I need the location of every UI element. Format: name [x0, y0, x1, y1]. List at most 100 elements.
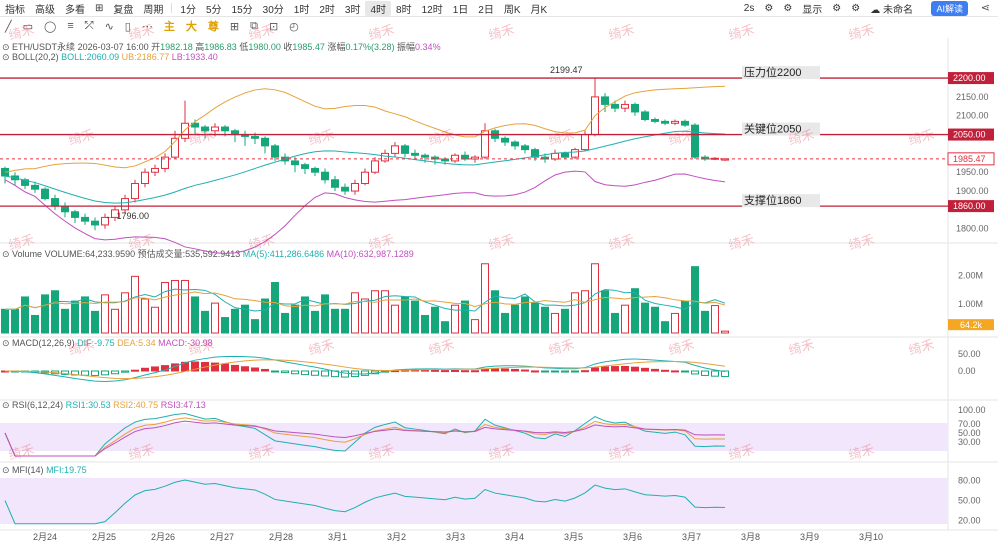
toolbar-item-4[interactable]: 复盘: [113, 4, 134, 16]
candle-body: [291, 160, 299, 166]
draw-tool-9[interactable]: 大: [185, 21, 197, 33]
draw-tool-2[interactable]: ◯: [44, 20, 57, 33]
macd-tick: 0.00: [958, 366, 976, 376]
watermark: 绮禾: [187, 127, 216, 148]
watermark: 绮禾: [487, 232, 516, 253]
macd-bar: [101, 370, 109, 376]
macd-bar: [211, 362, 219, 372]
watermark: 绮禾: [427, 127, 456, 148]
toolbar-item-10[interactable]: 1时: [293, 4, 310, 16]
rsi-line-12: [4, 417, 726, 457]
draw-tool-8[interactable]: 主: [163, 21, 175, 33]
toolbar-item-18[interactable]: 周K: [503, 4, 521, 16]
draw-tool-0[interactable]: ╱: [5, 20, 12, 33]
toolbar-right-0[interactable]: 2s: [743, 2, 755, 14]
candle-body: [321, 171, 329, 181]
candle-body: [61, 205, 69, 213]
macd-bar: [531, 370, 539, 373]
x-label: 3月9: [800, 532, 819, 542]
toolbar-item-8[interactable]: 15分: [231, 4, 253, 16]
x-label: 3月7: [682, 532, 701, 542]
share-icon[interactable]: ⋖: [980, 2, 990, 14]
draw-tool-4[interactable]: ⤱: [84, 19, 94, 32]
toolbar-item-11[interactable]: 2时: [319, 4, 335, 16]
boll-lower-line: [4, 170, 726, 254]
draw-tool-14[interactable]: ◴: [289, 20, 299, 33]
candle-body: [631, 103, 639, 113]
candle-body: [701, 156, 709, 160]
cloud-save-button[interactable]: ☁ 未命名: [870, 4, 913, 16]
volume-bar: [301, 296, 309, 334]
current-price-tag: 1985.47: [953, 154, 986, 164]
toolbar-right-4[interactable]: ⚙: [832, 2, 842, 14]
volume-bar: [101, 294, 109, 334]
toolbar-item-12[interactable]: 3时: [344, 4, 361, 16]
toolbar-right-5[interactable]: ⚙: [851, 2, 861, 14]
volume-bar: [121, 292, 129, 334]
x-label: 2月24: [33, 532, 57, 542]
toolbar-item-6[interactable]: 1分: [180, 4, 196, 16]
vol-tick: 2.00M: [958, 270, 983, 280]
mfi-line: [4, 479, 726, 525]
toolbar-item-9[interactable]: 30分: [262, 4, 284, 16]
draw-tool-7[interactable]: ⋯: [141, 20, 153, 33]
candle-body: [551, 152, 559, 160]
candle-body: [221, 126, 229, 132]
toolbar-item-0[interactable]: 指标: [5, 4, 25, 16]
macd-bar: [661, 369, 669, 372]
toolbar-item-1[interactable]: 高级: [35, 4, 55, 16]
candle-body: [101, 216, 109, 226]
toolbar-item-17[interactable]: 2日: [478, 4, 494, 16]
toolbar-item-13[interactable]: 4时: [365, 0, 392, 16]
draw-tool-12[interactable]: ⧉: [250, 19, 258, 32]
rsi-line-24: [4, 420, 726, 457]
watermark: 绮禾: [667, 127, 696, 148]
macd-bar: [281, 370, 289, 374]
draw-tool-6[interactable]: ▯: [124, 20, 131, 33]
draw-tool-5[interactable]: ∿: [104, 20, 114, 33]
x-label: 2月28: [269, 532, 293, 542]
candle-body: [311, 167, 319, 173]
volume-bar: [721, 330, 729, 334]
candle-body: [531, 149, 539, 158]
volume-bar: [701, 310, 709, 334]
macd-bar: [241, 366, 249, 372]
toolbar-item-7[interactable]: 5分: [205, 4, 222, 16]
macd-bar: [451, 370, 459, 373]
price-tick: 2100.00: [956, 111, 989, 121]
draw-tool-1[interactable]: ▭: [22, 20, 34, 33]
watermark: 绮禾: [127, 22, 156, 43]
volume-bar: [91, 310, 99, 334]
volume-bar: [451, 304, 459, 334]
volume-bar: [171, 279, 179, 334]
ohlc-header: ⊙ ETH/USDT永续 2026-03-07 16:00 开1982.18 高…: [2, 42, 441, 52]
toolbar-item-15[interactable]: 12时: [421, 4, 443, 16]
toolbar-right-3[interactable]: 显示: [802, 4, 823, 16]
toolbar-right-2[interactable]: ⚙: [783, 2, 793, 14]
macd-bar: [221, 363, 229, 372]
volume-bar: [391, 304, 399, 334]
candle-body: [561, 152, 569, 158]
macd-bar: [491, 368, 499, 372]
watermark: 绮禾: [727, 22, 756, 43]
watermark: 绮禾: [67, 337, 96, 358]
toolbar-item-16[interactable]: 1日: [452, 4, 469, 16]
volume-bar: [671, 312, 679, 334]
draw-tool-13[interactable]: ⊡: [268, 20, 279, 33]
toolbar-item-3[interactable]: ⊞: [95, 2, 104, 14]
draw-tool-3[interactable]: ≡: [67, 20, 74, 32]
toolbar-item-2[interactable]: 多看: [65, 4, 85, 16]
draw-tool-10[interactable]: 尊: [207, 21, 219, 33]
toolbar-item-14[interactable]: 8时: [396, 4, 412, 16]
ai-interpret-button[interactable]: AI解读: [931, 1, 968, 16]
watermark: 绮禾: [127, 442, 156, 463]
candle-body: [271, 145, 279, 158]
draw-tool-11[interactable]: ⊞: [229, 20, 240, 33]
volume-bar: [211, 302, 219, 334]
volume-bar: [221, 317, 229, 334]
mfi-band: [0, 478, 948, 524]
toolbar-right-1[interactable]: ⚙: [764, 2, 774, 14]
toolbar-item-19[interactable]: 月K: [530, 4, 548, 16]
toolbar-item-5[interactable]: 周期: [143, 4, 164, 16]
